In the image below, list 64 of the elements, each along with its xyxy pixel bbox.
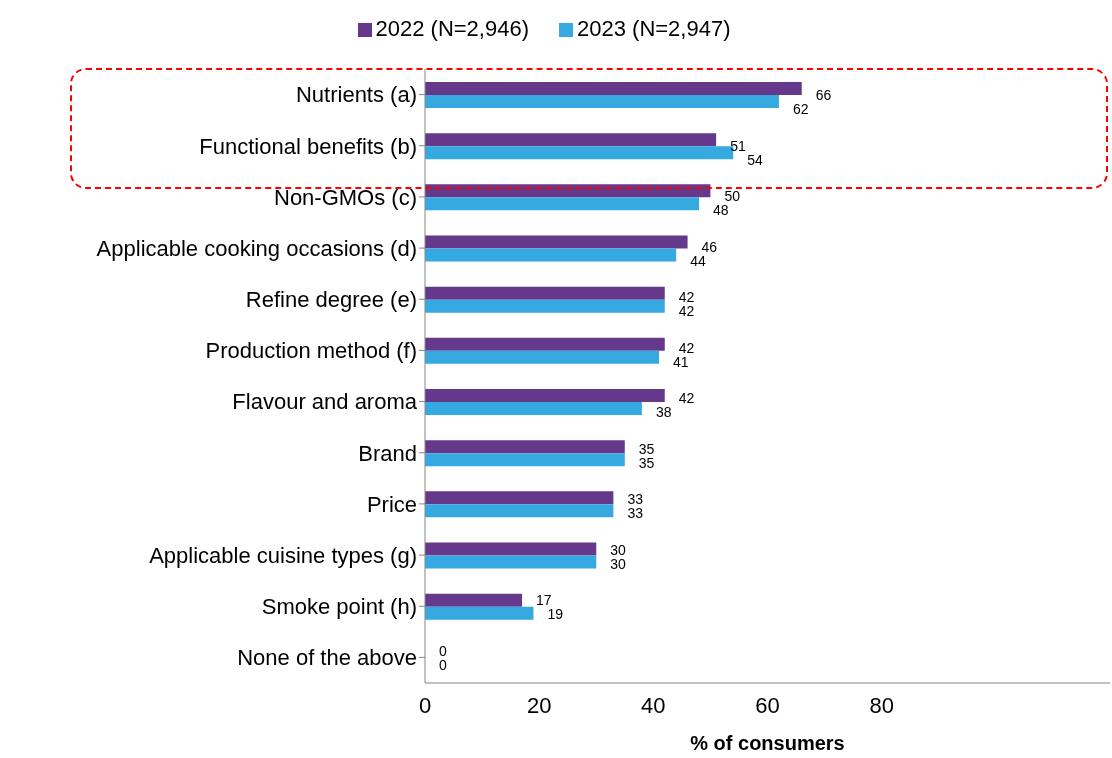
y-tick-label: Nutrients (a) xyxy=(295,82,417,108)
legend-label: 2023 (N=2,947) xyxy=(577,16,731,41)
y-tick-label: Refine degree (e) xyxy=(245,287,417,313)
data-label: 33 xyxy=(627,491,644,508)
data-label: 35 xyxy=(638,440,655,457)
data-label: 54 xyxy=(747,151,764,168)
data-label: 19 xyxy=(547,606,564,623)
bar xyxy=(425,402,642,415)
x-tick-label: 80 xyxy=(869,692,894,718)
x-tick-label: 0 xyxy=(418,692,432,718)
y-tick-label: Applicable cooking occasions (d) xyxy=(96,235,417,261)
legend-label: 2022 (N=2,946) xyxy=(375,16,529,41)
data-label: 38 xyxy=(655,404,672,421)
data-label: 42 xyxy=(678,390,695,407)
bar xyxy=(425,389,665,402)
y-tick-label: Applicable cuisine types (g) xyxy=(149,542,417,568)
x-tick-label: 40 xyxy=(641,692,666,718)
y-tick-label: Non-GMOs (c) xyxy=(274,184,417,210)
bar xyxy=(425,350,660,364)
bar xyxy=(425,542,597,556)
y-tick-label: Brand xyxy=(358,440,417,466)
data-label: 51 xyxy=(730,137,746,154)
data-label: 50 xyxy=(724,188,741,205)
data-label: 0 xyxy=(439,656,447,673)
x-tick-label: 20 xyxy=(526,692,552,718)
bar xyxy=(425,82,802,95)
bar xyxy=(425,440,625,454)
bar xyxy=(425,235,688,249)
bar xyxy=(425,286,665,300)
x-axis-title: % of consumers xyxy=(690,732,845,754)
data-label: 33 xyxy=(627,505,644,522)
y-tick-label: Flavour and aroma xyxy=(232,389,418,415)
bar xyxy=(425,197,699,211)
bar xyxy=(425,504,614,518)
data-label: 42 xyxy=(678,339,695,356)
bar xyxy=(425,606,534,620)
bar xyxy=(425,593,523,607)
y-tick-label: Functional benefits (b) xyxy=(199,133,417,159)
x-tick-label: 60 xyxy=(755,692,780,718)
bar xyxy=(425,299,665,313)
bar xyxy=(425,133,717,147)
data-label: 44 xyxy=(690,252,706,269)
data-label: 48 xyxy=(713,202,729,219)
data-label: 17 xyxy=(536,592,552,609)
y-tick-label: Price xyxy=(366,491,417,517)
data-label: 35 xyxy=(638,454,655,471)
data-label: 0 xyxy=(439,642,447,659)
data-label: 42 xyxy=(678,289,695,306)
bar xyxy=(425,95,779,108)
data-label: 30 xyxy=(610,555,627,572)
data-label: 41 xyxy=(673,353,689,370)
y-tick-label: Smoke point (h) xyxy=(261,594,417,620)
data-label: 46 xyxy=(701,238,718,255)
y-tick-label: None of the above xyxy=(237,645,417,671)
bar xyxy=(425,248,677,262)
bar xyxy=(425,491,614,505)
data-label: 42 xyxy=(678,303,695,320)
data-label: 62 xyxy=(792,101,809,118)
data-label: 66 xyxy=(815,87,832,104)
y-tick-label: Production method (f) xyxy=(205,338,417,364)
bar xyxy=(425,555,597,569)
bar xyxy=(425,337,665,351)
data-label: 30 xyxy=(610,541,627,558)
bar xyxy=(425,453,625,467)
